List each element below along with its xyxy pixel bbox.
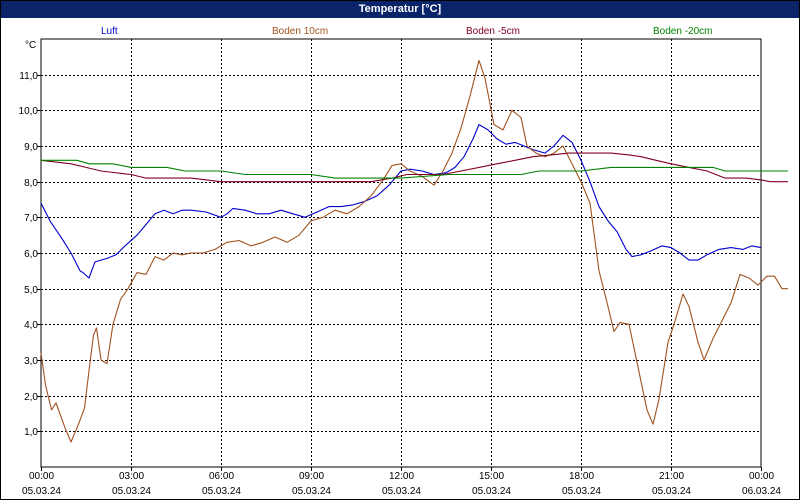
y-tick-label: 3,0 <box>24 356 38 367</box>
x-tick-label-date: 05.03.24 <box>22 486 61 497</box>
y-tick-label: 10,0 <box>19 106 39 117</box>
y-tick-label: 8,0 <box>24 178 38 189</box>
x-tick-label-time: 00:00 <box>749 471 774 482</box>
x-tick-label-time: 18:00 <box>569 471 594 482</box>
legend-luft: Luft <box>101 26 118 37</box>
series-line-boden-20cm <box>41 159 788 179</box>
x-tick-label-date: 05.03.24 <box>112 486 151 497</box>
y-axis-unit: °C <box>25 40 36 51</box>
y-tick-label: 4,0 <box>24 320 38 331</box>
legend-boden-10cm: Boden 10cm <box>272 26 329 37</box>
title-bar: Temperatur [°C] <box>1 1 799 18</box>
series-line-boden-5cm <box>40 152 788 183</box>
x-tick-label-time: 00:00 <box>29 471 54 482</box>
y-tick-label: 11,0 <box>19 71 38 82</box>
legend-boden-20cm: Boden -20cm <box>653 26 713 37</box>
y-tick-label: 5,0 <box>24 285 38 296</box>
x-tick-label-time: 15:00 <box>479 471 504 482</box>
x-tick-label-date: 05.03.24 <box>202 486 241 497</box>
x-tick-label-date: 05.03.24 <box>292 486 331 497</box>
y-tick-label: 2,0 <box>24 392 38 403</box>
y-tick-label: 7,0 <box>24 213 38 224</box>
x-tick-label-date: 06.03.24 <box>742 486 781 497</box>
x-tick-label-time: 12:00 <box>389 471 414 482</box>
x-tick-label-time: 21:00 <box>659 471 684 482</box>
x-tick-label-date: 05.03.24 <box>382 486 421 497</box>
series-line-boden-10cm <box>40 59 788 443</box>
y-tick-label: 9,0 <box>24 142 38 153</box>
x-tick-label-date: 05.03.24 <box>652 486 691 497</box>
x-tick-label-time: 09:00 <box>299 471 324 482</box>
y-tick-label: 6,0 <box>24 249 38 260</box>
y-tick-label: 1,0 <box>24 427 38 438</box>
x-tick-label-date: 05.03.24 <box>472 486 511 497</box>
series-line-luft <box>40 124 762 279</box>
x-tick-label-date: 05.03.24 <box>562 486 601 497</box>
x-tick-label-time: 06:00 <box>209 471 234 482</box>
legend-boden-5cm: Boden -5cm <box>466 26 520 37</box>
x-tick-label-time: 03:00 <box>119 471 144 482</box>
